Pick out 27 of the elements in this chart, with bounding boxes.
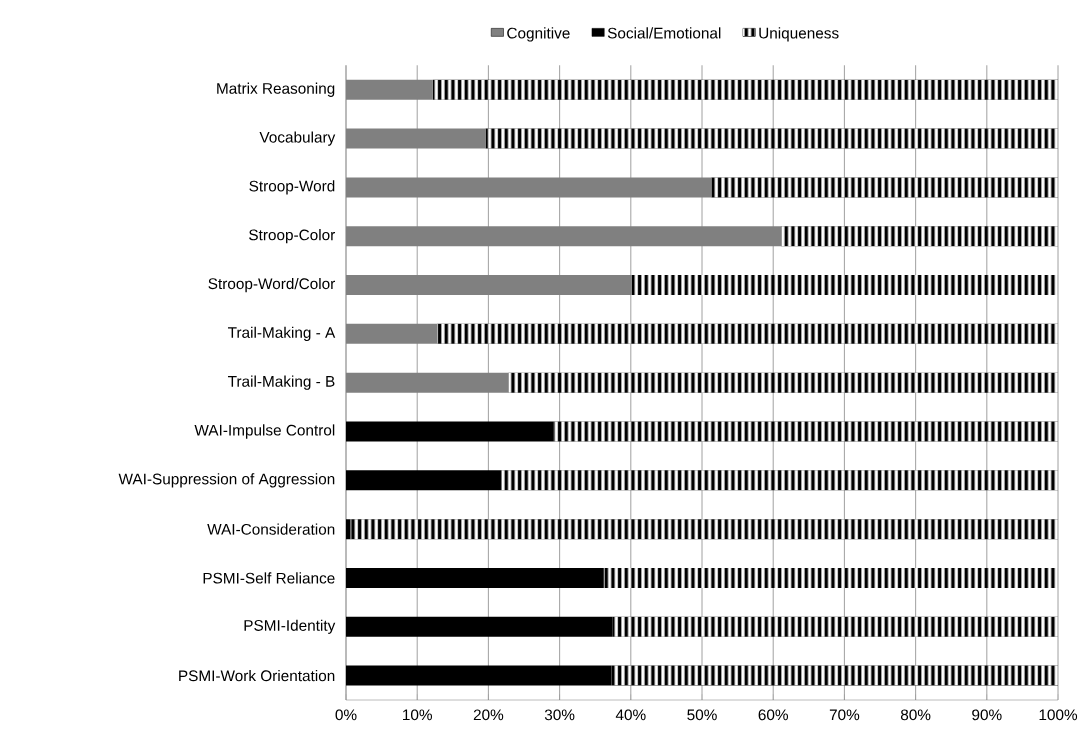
y-tick-label: Stroop-Word	[249, 180, 335, 195]
x-tick-label: 90%	[972, 709, 1002, 721]
y-tick-label: Stroop-Color	[249, 229, 336, 244]
y-tick-label: WAI-Impulse Control	[194, 424, 335, 439]
x-tick-label: 0%	[335, 709, 357, 721]
y-tick-label: WAI-Suppression of Aggression	[118, 473, 335, 488]
legend-label: Uniqueness	[759, 27, 839, 42]
x-tick-label: 10%	[403, 709, 432, 721]
x-tick-label: 80%	[900, 709, 931, 721]
y-tick-label: PSMI-Identity	[244, 619, 336, 634]
y-tick-label: Stroop-Word/Color	[208, 277, 336, 293]
y-tick-label: WAI-Consideration	[207, 523, 335, 535]
x-tick-label: 40%	[615, 709, 646, 721]
x-tick-label: 20%	[473, 709, 504, 721]
x-tick-label: 30%	[544, 709, 575, 721]
y-tick-label: PSMI-Work Orientation	[179, 669, 335, 682]
y-tick-label: Trail-Making - B	[227, 375, 335, 390]
x-tick-label: 50%	[687, 709, 717, 721]
legend-label: Cognitive	[507, 27, 570, 42]
y-tick-label: Vocabulary	[259, 131, 336, 146]
x-tick-label: 70%	[829, 709, 860, 721]
x-tick-label: 100%	[1039, 709, 1078, 721]
y-tick-label: Trail-Making - A	[227, 326, 336, 341]
y-tick-label: Matrix Reasoning	[217, 82, 335, 97]
legend-label: Social/Emotional	[607, 27, 721, 39]
y-tick-label: PSMI-Self Reliance	[203, 572, 335, 584]
x-tick-label: 60%	[758, 709, 788, 721]
